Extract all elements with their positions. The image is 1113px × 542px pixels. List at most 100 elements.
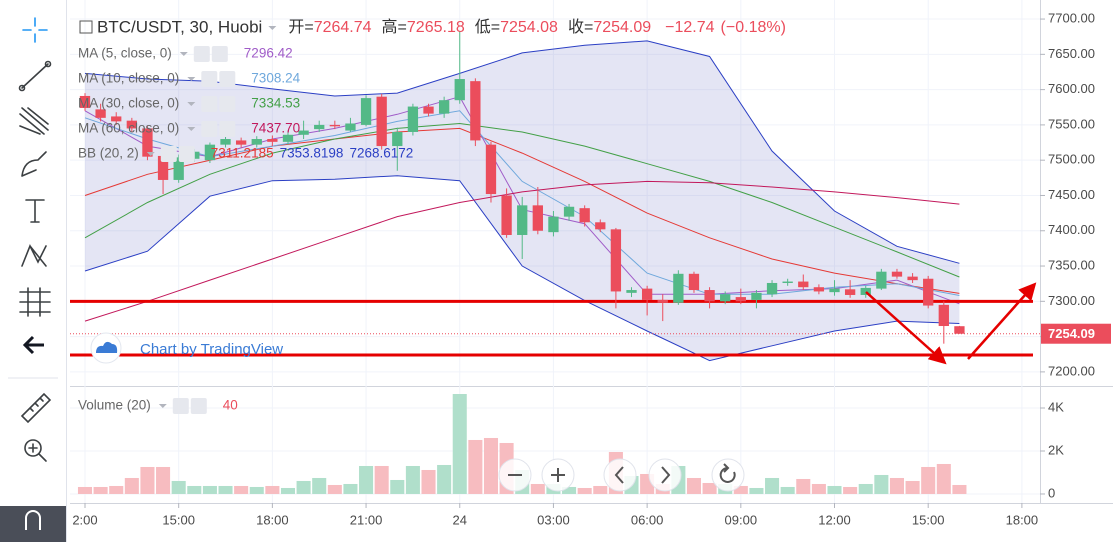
volume-bar	[749, 487, 764, 494]
zoom-in-button[interactable]	[541, 458, 575, 492]
legend-icon[interactable]	[178, 146, 195, 162]
candle-body	[579, 208, 590, 223]
scroll-left-button[interactable]	[603, 458, 637, 492]
legend-icon[interactable]	[219, 71, 236, 87]
candle-body	[938, 304, 949, 327]
dropdown-caret[interactable]	[187, 102, 196, 106]
candle-body	[423, 106, 434, 114]
volume-bar	[765, 477, 780, 494]
candle-body	[142, 128, 153, 157]
legend-icon[interactable]	[160, 146, 177, 162]
y-tick-label: 7450.00	[1048, 187, 1095, 202]
candle-body	[111, 116, 122, 122]
volume-bar	[733, 485, 748, 494]
volume-bar	[280, 487, 296, 494]
reset-button[interactable]	[711, 458, 745, 492]
candle-body	[282, 134, 294, 142]
candle-body	[626, 290, 637, 293]
candle-body	[954, 326, 965, 334]
legend-icon[interactable]	[193, 46, 210, 62]
candle-body	[595, 222, 606, 230]
candle-body	[267, 139, 278, 142]
chart-title: BTC/USDT, 30, Huobi	[97, 17, 262, 36]
candle-body	[813, 287, 825, 292]
volume-bar	[437, 464, 452, 494]
legend-icon[interactable]	[201, 71, 218, 87]
last-price-tag	[1041, 323, 1111, 344]
bollinger-basis	[84, 127, 960, 294]
brush-tool[interactable]	[21, 151, 47, 177]
legend-icon[interactable]	[172, 398, 189, 414]
text-tool[interactable]	[25, 199, 45, 223]
candle-body	[345, 123, 356, 131]
axes: 2:00 15:00 18:00 21:00 24 03:00 06:00 09:00 12:0…	[72, 10, 1111, 527]
volume-bar	[796, 478, 811, 494]
back-tool[interactable]	[22, 335, 44, 355]
candle-body	[860, 287, 871, 295]
indicator-name: BB (20, 2)	[78, 146, 139, 161]
candle-body	[704, 290, 715, 302]
scroll-right-button[interactable]	[648, 458, 682, 492]
x-tick-label: 24	[453, 512, 467, 527]
zoom-out-button[interactable]	[498, 458, 532, 492]
candle-body	[438, 100, 450, 114]
legend-icon[interactable]	[201, 96, 218, 112]
legend-icon[interactable]	[211, 46, 228, 62]
dropdown-caret[interactable]	[268, 26, 277, 30]
candle-body	[204, 144, 216, 161]
legend-icon[interactable]	[190, 398, 207, 414]
indicator-name: MA (5, close, 0)	[78, 46, 172, 61]
dropdown-caret[interactable]	[179, 52, 188, 56]
measure-tool[interactable]	[20, 392, 52, 424]
volume-bar	[187, 485, 202, 494]
candle-body	[720, 294, 731, 302]
candle-body	[376, 96, 387, 147]
volume-bar	[249, 486, 264, 494]
legend-icon[interactable]	[201, 121, 218, 137]
candle-body	[329, 124, 340, 127]
candle-body	[735, 297, 746, 302]
magnet-tool[interactable]	[0, 506, 66, 542]
candle-body	[610, 229, 622, 292]
candle-body	[548, 216, 559, 233]
volume-bar	[702, 482, 717, 494]
dropdown-caret[interactable]	[187, 127, 196, 131]
trend-line-tool[interactable]	[18, 60, 52, 92]
candle-body	[766, 282, 778, 295]
volume-bar	[843, 486, 858, 494]
ohlc-value: 7254.09	[593, 19, 651, 36]
candle-body	[79, 95, 91, 108]
dropdown-caret[interactable]	[158, 404, 167, 408]
legend-icon[interactable]	[219, 121, 236, 137]
volume-bar	[889, 477, 904, 494]
candle-body	[891, 271, 903, 277]
zoom-tool[interactable]	[24, 439, 47, 462]
candle-body	[95, 109, 106, 118]
candle-body	[923, 278, 934, 306]
prediction-tool[interactable]	[19, 287, 51, 317]
volume-bar	[780, 486, 795, 494]
fib-tool[interactable]	[19, 107, 49, 135]
volume-bar	[905, 480, 920, 494]
legend-icon[interactable]	[219, 96, 236, 112]
candle-body	[641, 288, 653, 300]
candle-body	[829, 288, 840, 293]
arrow-down	[865, 291, 947, 365]
volume-bar	[593, 485, 608, 494]
collapse-icon[interactable]	[79, 20, 93, 34]
dropdown-caret[interactable]	[187, 77, 196, 81]
volume-bar	[140, 466, 155, 494]
y-tick-label: 7350.00	[1048, 257, 1095, 272]
change-value: −12.74	[665, 19, 714, 36]
volume-bar	[468, 439, 483, 494]
dropdown-caret[interactable]	[146, 152, 155, 156]
crosshair-tool[interactable]	[22, 17, 48, 43]
arrow-up	[967, 282, 1037, 360]
y-tick-label: 7600.00	[1048, 81, 1095, 96]
pattern-tool[interactable]	[21, 244, 47, 267]
volume-bar	[936, 463, 951, 494]
volume-bar	[234, 485, 249, 494]
x-tick-label: 18:00	[1006, 512, 1039, 527]
